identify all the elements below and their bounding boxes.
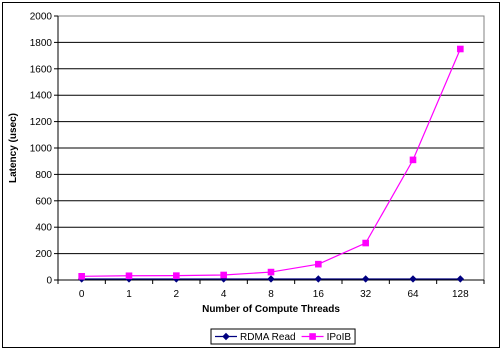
- x-tick-label: 2: [174, 289, 180, 300]
- data-point: [456, 275, 465, 283]
- legend-swatch-marker: [222, 332, 230, 341]
- y-axis-title: Latency (usec): [8, 113, 19, 183]
- y-tick-label: 1800: [30, 38, 53, 49]
- y-tick-label: 600: [35, 196, 52, 207]
- y-tick-label: 200: [35, 249, 52, 260]
- y-axis-ticks: 0 200 400 600 800 1000 1200 1400 1600 1800 2000: [30, 12, 59, 287]
- gridlines: [58, 15, 484, 255]
- x-tick-label: 8: [268, 289, 274, 300]
- data-point: [361, 275, 370, 283]
- data-point: [457, 45, 464, 53]
- chart-frame: [2, 2, 500, 348]
- data-point: [362, 239, 369, 247]
- x-tick-label: 32: [360, 289, 372, 300]
- data-point: [267, 275, 275, 283]
- legend-label: RDMA Read: [240, 332, 296, 343]
- data-point: [173, 272, 180, 279]
- data-point: [267, 268, 275, 276]
- y-tick-label: 1200: [30, 117, 53, 128]
- data-point: [125, 272, 133, 280]
- x-axis-title: Number of Compute Threads: [202, 304, 340, 315]
- y-tick-label: 0: [46, 276, 52, 287]
- x-axis-ticks: 0 1 2 4 8 16 32 64 128: [57, 279, 485, 300]
- series-2: [78, 45, 464, 280]
- x-tick-label: 0: [79, 289, 85, 300]
- data-point: [409, 156, 417, 164]
- legend: RDMA Read IPoIB: [210, 328, 356, 345]
- data-point: [314, 275, 323, 283]
- x-tick-label: 64: [407, 289, 419, 300]
- series-line: [81, 48, 461, 277]
- legend-label: IPoIB: [327, 332, 352, 343]
- legend-item: IPoIB: [301, 332, 352, 343]
- x-tick-label: 128: [452, 289, 469, 300]
- y-tick-label: 2000: [30, 12, 53, 23]
- data-point: [78, 273, 85, 280]
- y-tick-label: 800: [35, 170, 52, 181]
- y-tick-label: 1600: [30, 64, 53, 75]
- y-tick-label: 1400: [30, 91, 53, 102]
- data-point: [315, 260, 322, 268]
- legend-box: [210, 328, 356, 345]
- y-tick-label: 1000: [30, 144, 53, 155]
- data-point: [409, 275, 417, 283]
- y-tick-label: 400: [35, 223, 52, 234]
- x-tick-label: 1: [126, 289, 132, 300]
- legend-swatch-marker: [309, 333, 316, 340]
- x-tick-label: 4: [221, 289, 227, 300]
- x-tick-label: 16: [313, 289, 325, 300]
- data-point: [220, 271, 227, 279]
- series-1: [77, 275, 465, 283]
- series-group: [77, 45, 465, 283]
- legend-item: RDMA Read: [215, 332, 296, 343]
